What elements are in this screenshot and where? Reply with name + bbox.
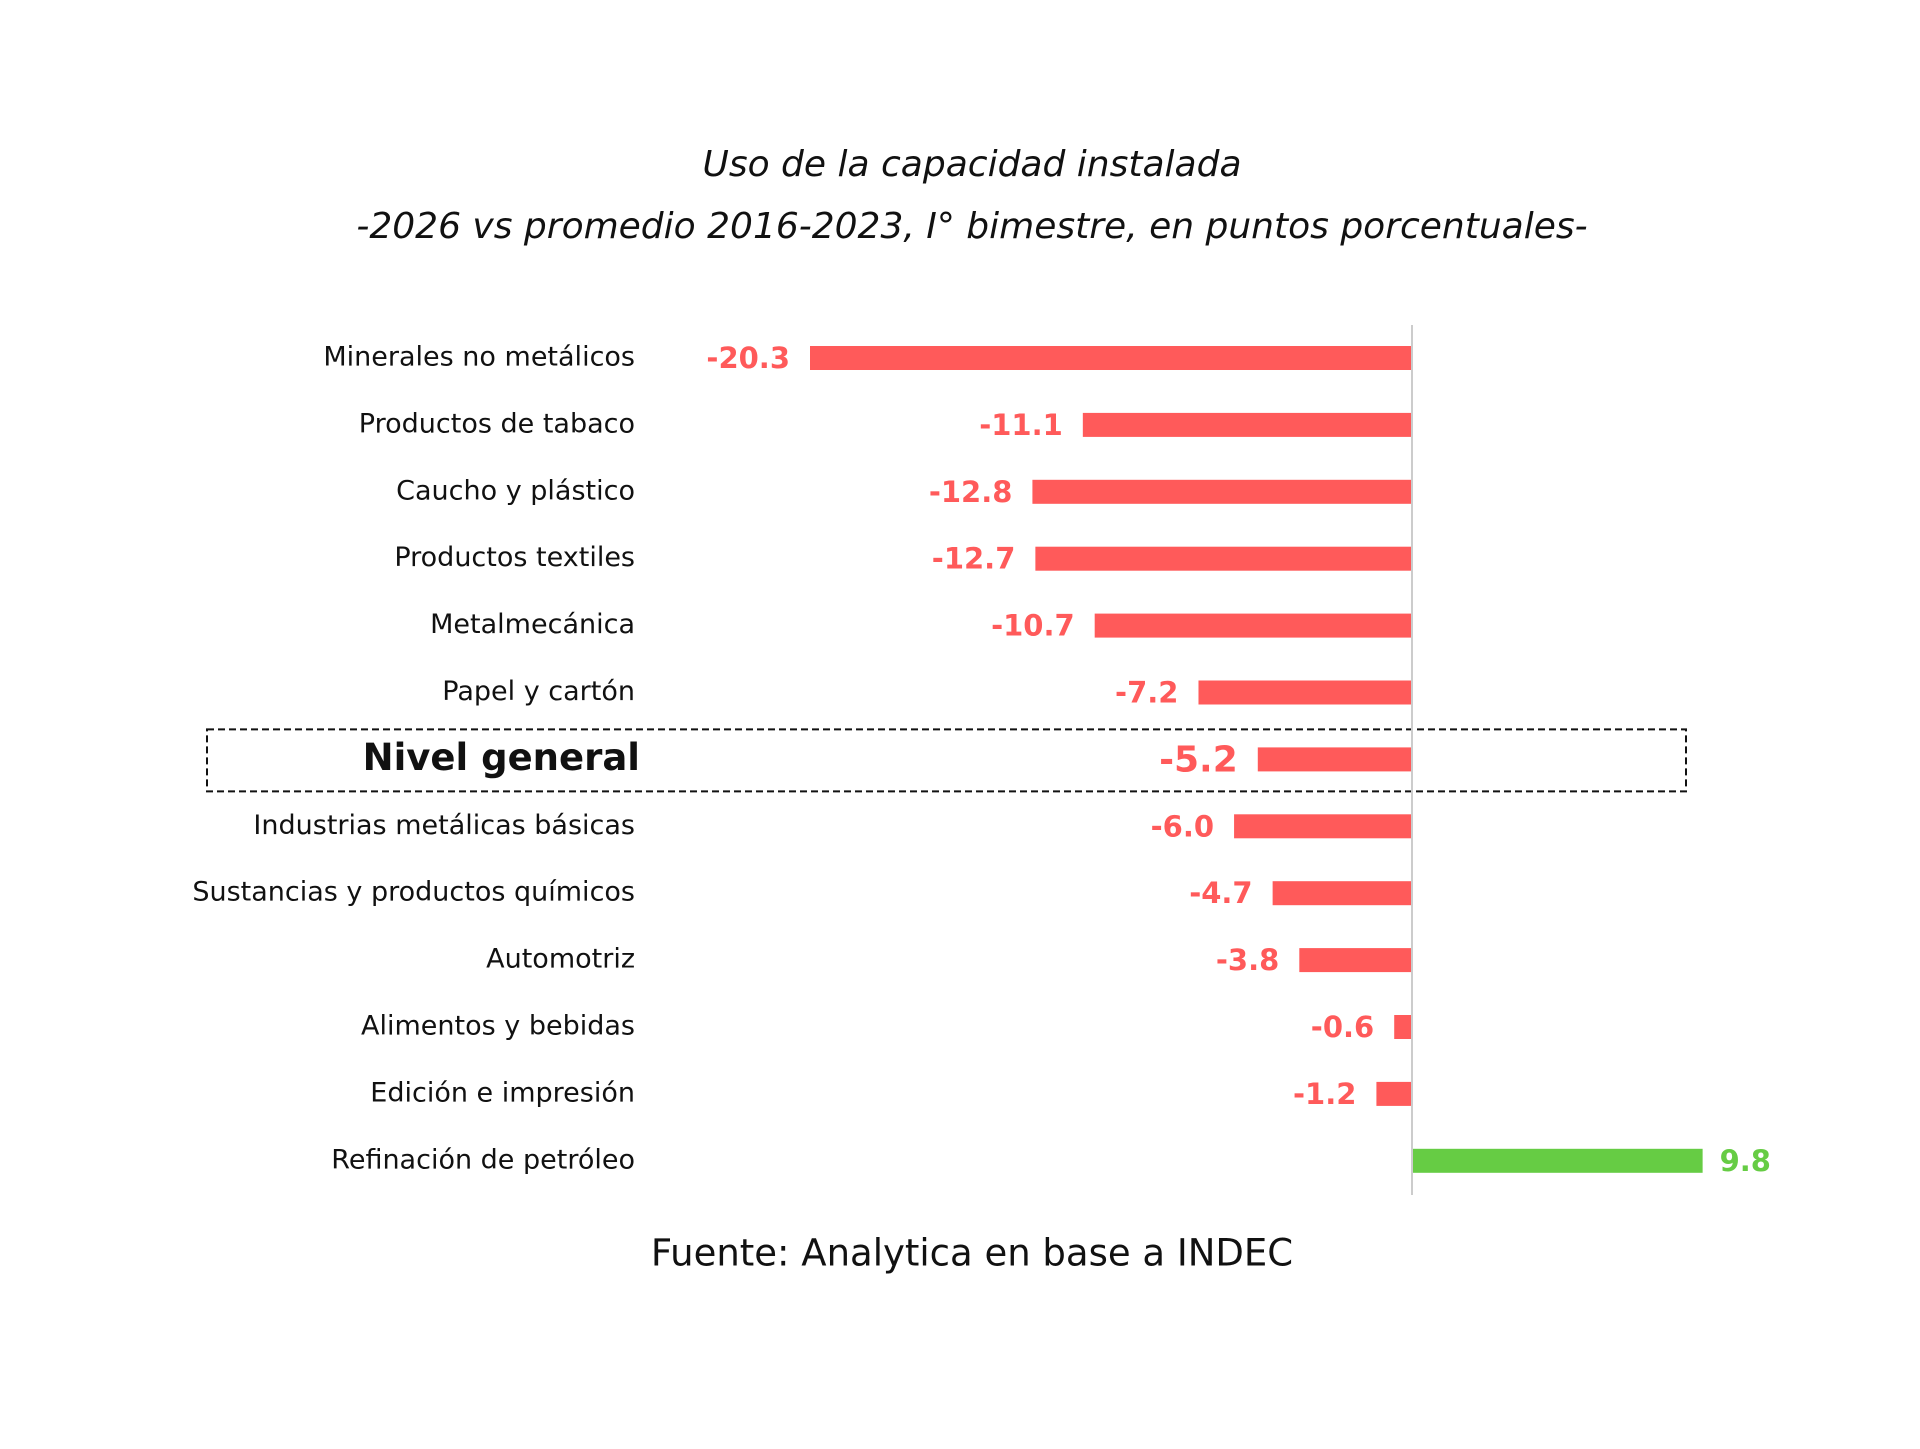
chart-title: Uso de la capacidad instalada [702, 144, 1241, 185]
value-label: -12.8 [929, 475, 1013, 509]
category-label: Automotriz [486, 944, 635, 975]
category-label: Industrias metálicas básicas [253, 810, 635, 841]
value-label: -1.2 [1293, 1077, 1356, 1111]
value-label: -5.2 [1159, 739, 1238, 780]
bar [1198, 680, 1412, 705]
bar [1299, 948, 1412, 973]
bar [1412, 1148, 1703, 1173]
value-label: -6.0 [1151, 809, 1214, 843]
category-label: Alimentos y bebidas [361, 1011, 635, 1042]
bar [1272, 881, 1412, 906]
value-label: -0.6 [1311, 1010, 1374, 1044]
category-label: Sustancias y productos químicos [192, 877, 635, 908]
chart-subtitle: -2026 vs promedio 2016-2023, I° bimestre… [356, 206, 1587, 247]
bar [1376, 1081, 1412, 1106]
bar [1082, 412, 1412, 437]
bar [1035, 546, 1412, 571]
category-label: Caucho y plástico [396, 475, 635, 506]
category-label: Productos textiles [394, 542, 635, 573]
value-label: 9.8 [1720, 1144, 1771, 1178]
bar [1257, 747, 1412, 772]
value-label: -12.7 [932, 542, 1016, 576]
category-label: Papel y cartón [442, 676, 635, 707]
value-label: -7.2 [1115, 676, 1178, 710]
category-label: Refinación de petróleo [331, 1144, 635, 1175]
bar [810, 346, 1412, 370]
category-label: Nivel general [363, 736, 640, 779]
highlight-box [206, 728, 1687, 793]
value-label: -11.1 [979, 408, 1063, 442]
category-label: Metalmecánica [430, 609, 635, 640]
value-label: -20.3 [706, 341, 790, 375]
category-label: Productos de tabaco [359, 408, 635, 439]
source-note: Fuente: Analytica en base a INDEC [651, 1232, 1293, 1275]
value-label: -10.7 [991, 609, 1075, 643]
bar [1394, 1015, 1412, 1039]
value-label: -3.8 [1216, 943, 1279, 977]
bar [1032, 479, 1412, 504]
bar [1234, 814, 1412, 839]
bar [1094, 613, 1412, 638]
category-label: Minerales no metálicos [323, 342, 635, 373]
value-label: -4.7 [1189, 876, 1252, 910]
category-label: Edición e impresión [370, 1077, 635, 1108]
